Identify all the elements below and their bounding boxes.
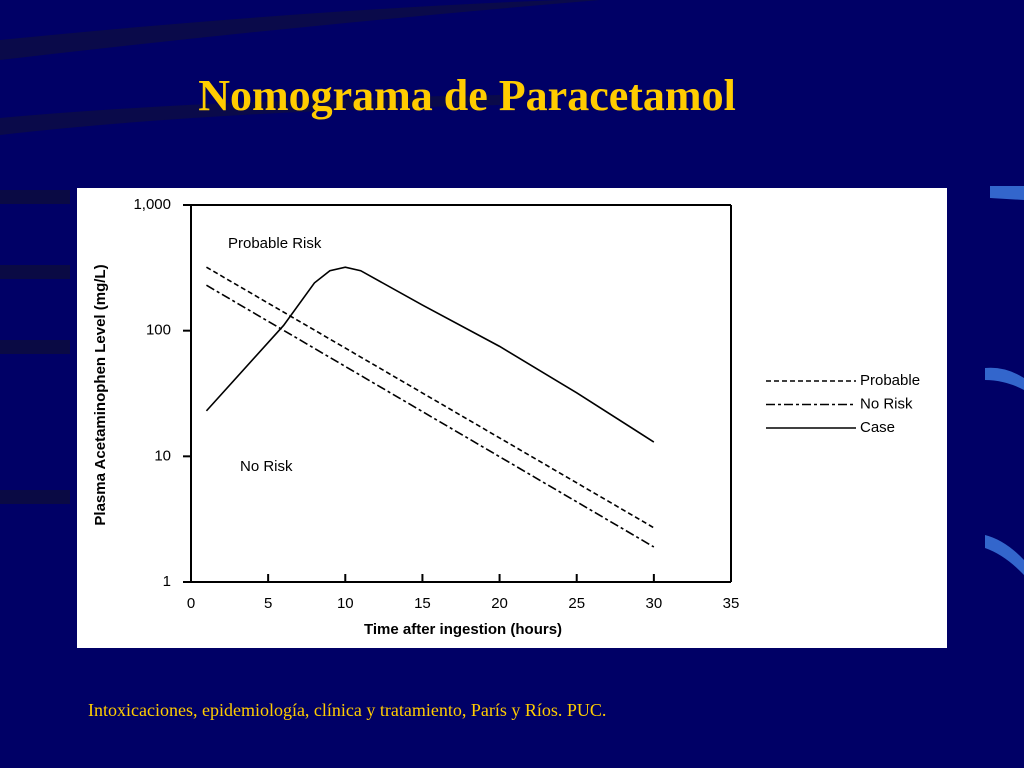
- y-tick-label: 100: [146, 322, 171, 339]
- annotation: No Risk: [240, 458, 293, 475]
- annotation: Probable Risk: [228, 235, 322, 252]
- stripe: [0, 490, 70, 504]
- tab: [985, 367, 1024, 390]
- y-tick-label: 1,000: [133, 196, 171, 213]
- footer: Intoxicaciones, epidemiología, clínica y…: [88, 700, 606, 720]
- series-line: [205, 266, 655, 443]
- x-tick-label: 25: [568, 595, 585, 612]
- slide-title: Nomograma de Paracetamol: [198, 71, 736, 120]
- stripe: [0, 0, 600, 60]
- x-axis-label: Time after ingestion (hours): [364, 621, 562, 638]
- stripe: [0, 265, 70, 279]
- x-tick-label: 30: [646, 595, 663, 612]
- tab: [985, 535, 1024, 575]
- x-tick-label: 5: [264, 595, 272, 612]
- legend-label: No Risk: [860, 395, 913, 412]
- legend-label: Case: [860, 419, 895, 436]
- x-tick-label: 35: [723, 595, 740, 612]
- stripe: [0, 95, 500, 135]
- y-tick-label: 10: [154, 447, 171, 464]
- chart-panel: [77, 188, 947, 648]
- x-tick-label: 20: [491, 595, 508, 612]
- series-line: [206, 266, 655, 529]
- x-tick-label: 0: [187, 595, 195, 612]
- legend-label: Probable: [860, 372, 920, 389]
- stripe: [0, 190, 70, 204]
- tab: [990, 186, 1024, 200]
- x-tick-label: 10: [337, 595, 354, 612]
- x-tick-label: 15: [414, 595, 431, 612]
- y-axis-label: Plasma Acetaminophen Level (mg/L): [92, 264, 109, 525]
- chart: 1 10 100 1,000 0 5 10 15 20 25 30 35 Time after inge…: [92, 196, 920, 638]
- stripe: [0, 340, 70, 354]
- y-tick-label: 1: [163, 573, 171, 590]
